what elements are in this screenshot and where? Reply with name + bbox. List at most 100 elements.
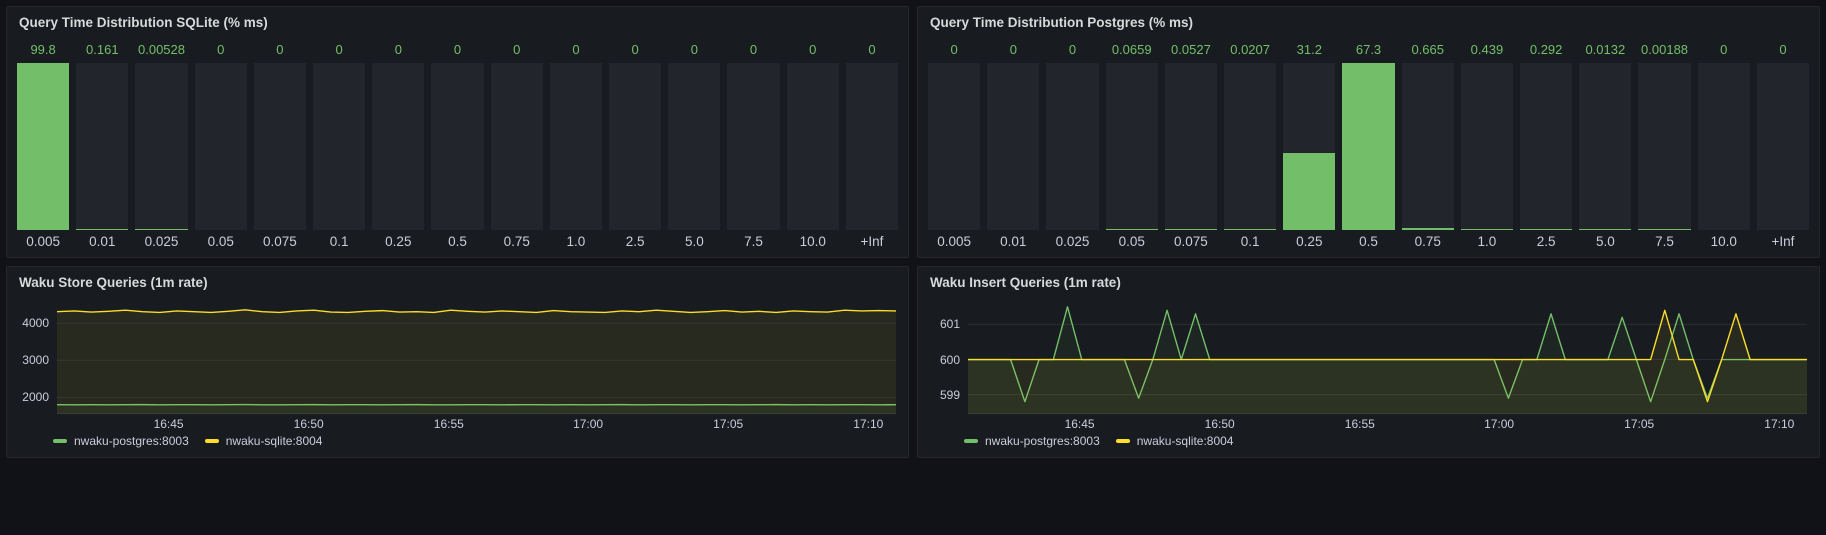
bar-fill — [1224, 229, 1277, 230]
bar-category-label: 0.75 — [1414, 234, 1441, 249]
bar-track — [17, 63, 70, 230]
bar-track — [1401, 63, 1454, 230]
bar-category-label: 5.0 — [684, 234, 704, 249]
panel-query-time-sqlite: Query Time Distribution SQLite (% ms) 99… — [6, 6, 909, 258]
bar-category-label: 0.75 — [503, 234, 530, 249]
x-axis-tick-label: 16:45 — [153, 417, 184, 431]
bar-column: 0 +Inf — [845, 40, 899, 251]
bar-category-label: 5.0 — [1595, 234, 1615, 249]
bar-column: 0 2.5 — [609, 40, 662, 251]
bar-column: 0 0.5 — [431, 40, 484, 251]
y-axis-tick-label: 4000 — [22, 316, 49, 331]
panel-title-store[interactable]: Waku Store Queries (1m rate) — [19, 275, 208, 290]
bar-track — [431, 63, 484, 230]
bar-gauge-sqlite: 99.8 0.005 0.161 0.01 0.00528 0.025 0 0.05 0 0.07… — [7, 32, 908, 257]
bar-fill — [1342, 63, 1395, 230]
bar-value-label: 0 — [335, 42, 343, 57]
x-axis-tick-label: 17:10 — [853, 417, 884, 431]
bar-value-label: 0.00528 — [138, 42, 185, 57]
bar-value-label: 0 — [950, 42, 958, 57]
x-axis: 16:45 16:50 16:55 17:00 17:05 17:10 — [968, 414, 1807, 431]
bar-column: 0.0132 5.0 — [1579, 40, 1632, 251]
y-axis: 2000 3000 4000 — [13, 298, 57, 414]
panel-title-sqlite[interactable]: Query Time Distribution SQLite (% ms) — [19, 15, 268, 30]
bar-track — [987, 63, 1040, 230]
x-axis-tick-label: 17:00 — [573, 417, 604, 431]
plot-area[interactable] — [968, 298, 1807, 414]
bar-column: 0 0.1 — [313, 40, 366, 251]
x-axis-tick-label: 16:50 — [293, 417, 324, 431]
bar-value-label: 0 — [572, 42, 580, 57]
bar-track — [845, 63, 899, 230]
bar-category-label: 0.05 — [207, 234, 234, 249]
bar-track — [786, 63, 839, 230]
bar-value-label: 0 — [749, 42, 758, 57]
legend-item[interactable]: nwaku-sqlite:8004 — [204, 434, 322, 448]
bar-fill — [1520, 229, 1573, 230]
legend-label: nwaku-postgres:8003 — [74, 434, 189, 448]
x-axis: 16:45 16:50 16:55 17:00 17:05 17:10 — [57, 414, 896, 431]
legend-item[interactable]: nwaku-sqlite:8004 — [1115, 434, 1234, 448]
bar-track — [194, 63, 247, 230]
bar-value-label: 0 — [631, 42, 639, 57]
bar-track — [1046, 63, 1099, 230]
bar-value-label: 0.0527 — [1171, 42, 1211, 57]
bar-value-label: 67.3 — [1355, 42, 1382, 57]
bar-column: 0 1.0 — [549, 40, 603, 251]
bar-gauge-postgres: 0 0.005 0 0.01 0 0.025 0.0659 0.05 0.0527 0.075 0.… — [918, 32, 1819, 257]
y-axis: 599 600 601 — [924, 298, 968, 414]
bar-value-label: 0.665 — [1411, 42, 1444, 57]
panel-waku-store-queries: Waku Store Queries (1m rate) 2000 3000 400… — [6, 266, 909, 458]
bar-column: 0 0.05 — [194, 40, 247, 251]
y-axis-tick-label: 599 — [939, 387, 960, 402]
bar-value-label: 0.439 — [1470, 42, 1504, 57]
x-axis-tick-label: 16:45 — [1064, 417, 1095, 431]
chart-svg — [968, 298, 1807, 414]
x-axis-tick-label: 17:05 — [713, 417, 744, 431]
x-axis-tick-label: 16:55 — [433, 417, 464, 431]
bar-column: 0 0.75 — [490, 40, 543, 251]
bar-value-label: 0.0659 — [1111, 42, 1152, 57]
bar-column: 0 0.01 — [987, 40, 1040, 251]
bar-track — [135, 63, 188, 230]
bar-category-label: 7.5 — [1655, 234, 1674, 249]
bar-category-label: 0.005 — [937, 234, 971, 249]
bar-fill — [1283, 152, 1336, 230]
bar-track — [727, 63, 780, 230]
bar-track — [1520, 63, 1573, 230]
legend-label: nwaku-sqlite:8004 — [1136, 434, 1234, 448]
legend-item[interactable]: nwaku-postgres:8003 — [964, 434, 1100, 448]
bar-category-label: 2.5 — [625, 234, 645, 249]
legend-swatch — [964, 439, 978, 443]
bar-category-label: 2.5 — [1536, 234, 1556, 249]
bar-track — [1164, 63, 1218, 230]
bar-track — [1579, 63, 1632, 230]
plot-area[interactable] — [57, 298, 896, 414]
bar-column: 67.3 0.5 — [1342, 40, 1395, 251]
bar-track — [372, 63, 425, 230]
y-axis-tick-label: 2000 — [22, 390, 49, 405]
bar-track — [668, 63, 721, 230]
bar-column: 0.161 0.01 — [76, 40, 129, 251]
panel-title-insert[interactable]: Waku Insert Queries (1m rate) — [930, 275, 1121, 290]
bar-column: 0 0.25 — [372, 40, 425, 251]
bar-fill — [1579, 229, 1632, 230]
bar-fill — [17, 63, 70, 230]
panel-title-postgres[interactable]: Query Time Distribution Postgres (% ms) — [930, 15, 1194, 30]
bar-value-label: 0 — [453, 42, 462, 57]
bar-column: 99.8 0.005 — [17, 40, 70, 251]
legend-item[interactable]: nwaku-postgres:8003 — [53, 434, 189, 448]
bar-fill — [1638, 229, 1691, 230]
bar-track — [313, 63, 366, 230]
bar-column: 0.292 2.5 — [1520, 40, 1573, 251]
bar-value-label: 0.0207 — [1230, 42, 1270, 57]
bar-track — [609, 63, 662, 230]
y-axis-tick-label: 601 — [939, 317, 960, 332]
bar-value-label: 0.00188 — [1641, 42, 1689, 57]
legend-label: nwaku-postgres:8003 — [985, 434, 1100, 448]
bar-column: 0 0.025 — [1046, 40, 1099, 251]
bar-value-label: 0.292 — [1529, 42, 1563, 57]
bar-category-label: 0.1 — [329, 234, 349, 249]
bar-column: 31.2 0.25 — [1283, 40, 1336, 251]
bar-category-label: 0.005 — [26, 234, 60, 249]
